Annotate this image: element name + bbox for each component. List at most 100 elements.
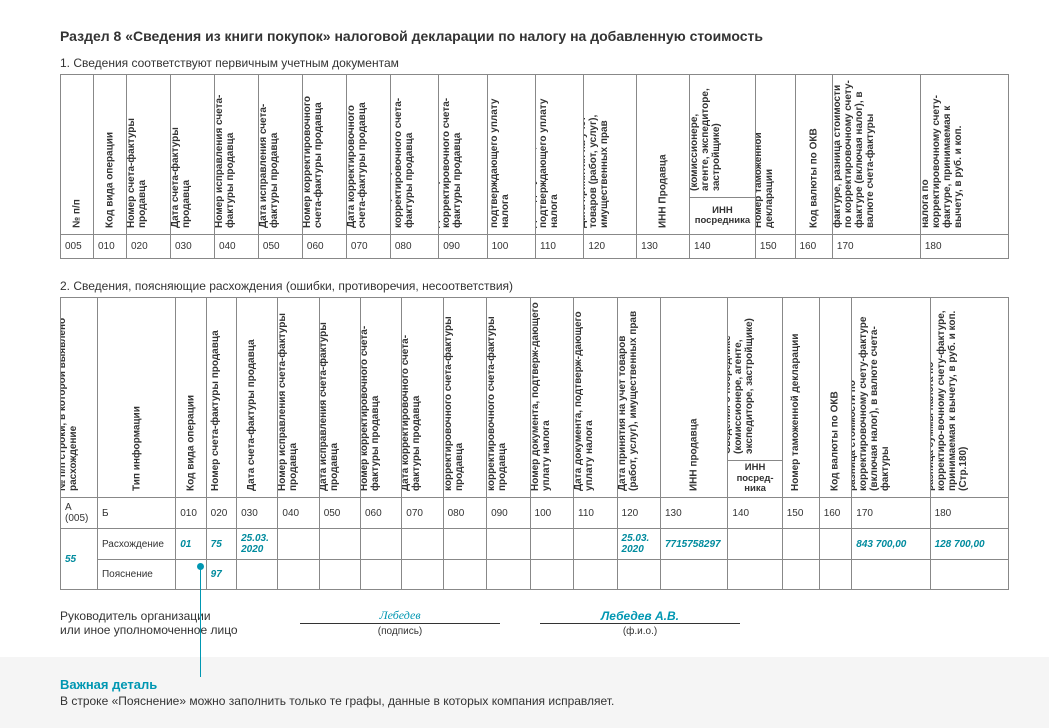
- r1-c020: 75: [206, 529, 236, 560]
- t2-h18: Стоимость покупок по счету-фактуре, разн…: [852, 301, 891, 491]
- t2-h7: Номер корректировочного счета-фактуры пр…: [360, 301, 381, 491]
- t1-h17: Стоимость покупок по счету-фактуре, разн…: [832, 78, 876, 228]
- r1-c180: 128 700,00: [930, 529, 1008, 560]
- t2-inn-sub: ИНН посред-ника: [728, 461, 782, 498]
- t2-c4: 050: [319, 498, 360, 529]
- footer-note: Важная деталь В строке «Пояснение» можно…: [0, 657, 1049, 728]
- detail-text: В строке «Пояснение» можно заполнить тол…: [60, 694, 1009, 708]
- sig-script: Лебедев: [379, 608, 420, 622]
- t1-code-6: 060: [302, 235, 346, 259]
- t2-h11: Номер документа, подтверж-дающего уплату…: [530, 301, 552, 491]
- t2-h0: № п/п строки, в которой выявлено расхожд…: [61, 301, 79, 491]
- document-sheet: Раздел 8 «Сведения из книги покупок» нал…: [0, 0, 1049, 657]
- t1-code-12: 120: [584, 235, 637, 259]
- t1-h2: Номер счета-фактуры продавца: [126, 78, 148, 228]
- t1-h10: Номер документа, подтверждающего уплату …: [487, 78, 511, 228]
- t2-c12: 130: [661, 498, 728, 529]
- t2-code-b: Б: [97, 498, 175, 529]
- t1-code-10: 100: [487, 235, 535, 259]
- t1-h14: Сведения о посреднике (комиссионере, аге…: [689, 81, 722, 191]
- t1-h3: Дата счета-фактуры продавца: [170, 78, 192, 228]
- sig-role: Руководитель организации или иное уполно…: [60, 609, 260, 637]
- t2-h3: Номер счета-фактуры продавца: [210, 301, 221, 491]
- t1-code-0: 005: [61, 235, 94, 259]
- t1-code-3: 030: [170, 235, 214, 259]
- r1-c130: 7715758297: [661, 529, 728, 560]
- t2-h2: Код вида операции: [185, 395, 196, 491]
- t2-code-a: А (005): [61, 498, 98, 529]
- t2-c9: 100: [530, 498, 573, 529]
- t2-h16: Номер таможенной декларации: [790, 301, 801, 491]
- section-title: Раздел 8 «Сведения из книги покупок» нал…: [60, 28, 1009, 44]
- table-2: № п/п строки, в которой выявлено расхожд…: [60, 297, 1009, 590]
- t2-h8: Дата корректировочного счета-фактуры про…: [402, 301, 423, 491]
- t2-c15: 160: [819, 498, 852, 529]
- sig-podpis-label: (подпись): [300, 626, 500, 637]
- table-2-code-row: А (005) Б 010 020 030 040 050 060 070 08…: [61, 498, 1009, 529]
- t2-c3: 040: [278, 498, 319, 529]
- t1-h0: № п/п: [71, 199, 82, 228]
- t2-h14: ИНН продавца: [689, 419, 700, 491]
- sig-fio-label: (ф.и.о.): [540, 626, 740, 637]
- t1-h16: Код валюты по ОКВ: [808, 128, 819, 228]
- signature-area: Руководитель организации или иное уполно…: [60, 608, 1009, 637]
- sig-role-1: Руководитель организации: [60, 609, 260, 623]
- t1-code-4: 040: [214, 235, 258, 259]
- r1-n: 55: [61, 529, 98, 590]
- table-1: № п/п Код вида операции Номер счета-факт…: [60, 74, 1009, 259]
- t1-h6: Номер корректировочного счета-фактуры пр…: [302, 78, 324, 228]
- sig-fio: Лебедев А.В.: [601, 609, 679, 623]
- t1-h9: Дата исправления корректировочного счета…: [439, 78, 463, 228]
- t2-c7: 080: [443, 498, 486, 529]
- r1-c010: 01: [176, 529, 206, 560]
- t1-h1: Код вида операции: [104, 132, 115, 228]
- t1-code-9: 090: [439, 235, 487, 259]
- t1-h7: Дата корректировочного счета-фактуры про…: [346, 78, 368, 228]
- sig-role-2: или иное уполномоченное лицо: [60, 623, 260, 637]
- t1-code-14: 140: [689, 235, 755, 259]
- t2-h10: Дата исправления корректировочного счета…: [487, 301, 509, 491]
- t1-code-18: 180: [920, 235, 1008, 259]
- table-1-code-row: 005 010 020 030 040 050 060 070 080 090 …: [61, 235, 1009, 259]
- t2-h19: Сумма налога по счету-фактуре, разница с…: [930, 301, 969, 491]
- t1-code-17: 170: [832, 235, 920, 259]
- t2-c6: 070: [402, 498, 443, 529]
- t1-code-1: 010: [93, 235, 126, 259]
- t1-code-11: 110: [536, 235, 584, 259]
- t2-c16: 170: [852, 498, 930, 529]
- table-2-header-row: № п/п строки, в которой выявлено расхожд…: [61, 298, 1009, 461]
- t2-h1: Тип информации: [131, 406, 142, 491]
- t2-h9: Номер исправления корректировочного счет…: [443, 301, 465, 491]
- t2-c14: 150: [782, 498, 819, 529]
- detail-title: Важная деталь: [60, 677, 1009, 692]
- subtitle-1: 1. Сведения соответствуют первичным учет…: [60, 56, 1009, 70]
- t1-code-7: 070: [346, 235, 390, 259]
- t2-c11: 120: [617, 498, 660, 529]
- t2-c1: 020: [206, 498, 236, 529]
- r2-c020: 97: [206, 560, 236, 590]
- t2-h17: Код валюты по ОКВ: [830, 391, 841, 491]
- t2-c10: 110: [574, 498, 617, 529]
- sig-sign-block: Лебедев (подпись): [300, 608, 500, 637]
- t2-h5: Номер исправления счета-фактуры продавца: [278, 301, 299, 491]
- t2-h15: Сведения о посреднике (комиссионере, аге…: [728, 304, 755, 454]
- t2-c0: 010: [176, 498, 206, 529]
- r1-c170: 843 700,00: [852, 529, 930, 560]
- t2-c5: 060: [360, 498, 401, 529]
- t1-h11: Дата документа, подтверждающего уплату н…: [536, 78, 560, 228]
- t1-code-5: 050: [258, 235, 302, 259]
- r1-c120: 25.03. 2020: [617, 529, 660, 560]
- t1-code-13: 130: [637, 235, 690, 259]
- t2-c17: 180: [930, 498, 1008, 529]
- t2-h13: Дата принятия на учет товаров (работ, ус…: [617, 301, 639, 491]
- t2-h12: Дата документа, подтверж-дающего уплату …: [574, 301, 596, 491]
- t2-c2: 030: [237, 498, 278, 529]
- r1-c030: 25.03. 2020: [237, 529, 278, 560]
- t1-code-16: 160: [795, 235, 832, 259]
- callout-arrow: [200, 567, 201, 677]
- r1-type: Расхождение: [97, 529, 175, 560]
- r2-type: Пояснение: [97, 560, 175, 590]
- t1-h5: Дата исправления счета-фактуры продавца: [258, 78, 280, 228]
- t1-h4: Номер исправления счета-фактуры продавца: [214, 78, 236, 228]
- table-1-header-row: № п/п Код вида операции Номер счета-факт…: [61, 75, 1009, 198]
